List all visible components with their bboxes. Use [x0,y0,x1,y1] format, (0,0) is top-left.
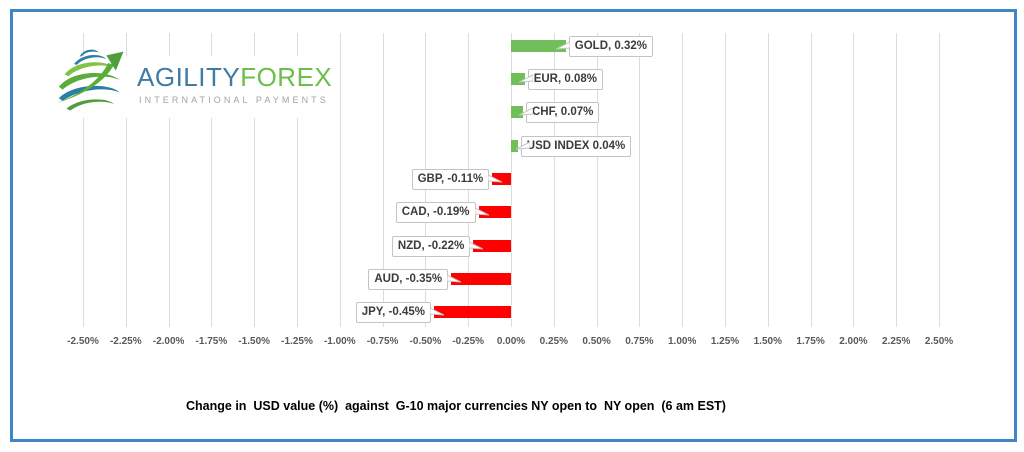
gridline [896,33,898,327]
callout-pointer-icon [519,74,533,83]
brand-tagline: INTERNATIONAL PAYMENTS [139,95,329,105]
x-axis-tick-label: -1.25% [281,336,313,347]
bar-gold [511,39,566,52]
data-label-cad: CAD, -0.19% [395,202,489,224]
x-axis-tick-label: 0.00% [496,336,526,347]
x-axis-tick-label: -2.50% [67,336,99,347]
callout-pointer-icon [515,140,530,150]
x-axis-tick-label: -0.25% [452,336,485,347]
x-axis-tick-label: -0.50% [409,336,442,347]
x-axis-tick-label: 1.25% [710,336,740,347]
x-axis-tick-label: -1.75% [195,336,228,347]
data-label-eur: EUR, 0.08% [519,68,603,90]
data-label-chf: CHF, 0.07% [519,102,600,124]
gridline [168,33,170,327]
gridline [767,33,769,327]
gridline [382,33,384,327]
x-axis-tick-label: -0.75% [366,336,399,347]
x-axis-tick-label: -1.50% [238,336,271,347]
x-axis-tick-label: 2.00% [839,336,868,347]
data-label-usd-index: USD INDEX 0.04% [515,135,632,157]
chart-title: Change in USD value (%) against G-10 maj… [186,399,726,413]
gridline [853,33,855,327]
x-axis-tick-label: -2.25% [109,336,142,347]
data-label-gold: GOLD, 0.32% [555,35,654,57]
x-axis-tick-label: 1.50% [753,336,782,347]
x-axis-tick-label: 0.25% [539,336,568,347]
bar-usd-index [511,139,518,152]
x-axis-tick-label: -2.00% [152,336,185,347]
callout-pointer-icon [519,107,534,116]
gridline [939,33,940,327]
x-axis-tick-label: 1.00% [668,336,697,347]
gridline [83,33,84,327]
globe-swoosh-arrow-icon [56,49,124,111]
data-label-aud: AUD, -0.35% [368,268,462,290]
gridline [297,33,298,327]
gridline [511,33,512,327]
callout-pointer-icon [474,207,489,216]
gridline [125,33,127,327]
gridline [810,33,812,327]
callout-pointer-icon [555,40,570,49]
data-label-nzd: NZD, -0.22% [391,235,484,257]
data-label-gbp: GBP, -0.11% [411,168,503,190]
bar-aud [451,273,511,285]
x-axis-tick-label: 0.50% [582,336,611,347]
brand-secondary-text: FOREX [240,62,333,92]
brand-wordmark: AGILITYFOREX [137,64,332,90]
gridline [639,33,641,327]
gridline [211,33,213,327]
x-axis-tick-label: 2.25% [882,336,911,347]
x-axis-tick-label: -1.00% [323,336,356,347]
gridline [596,33,598,327]
callout-pointer-icon [430,307,444,316]
callout-pointer-icon [469,241,484,250]
bar-jpy [434,306,511,319]
callout-pointer-icon [447,274,462,283]
data-label-jpy: JPY, -0.45% [355,302,444,324]
gridline [682,33,684,327]
x-axis-tick-label: 0.75% [625,336,654,347]
gridline [339,33,341,327]
gridline [553,33,555,327]
x-axis-tick-label: 1.75% [796,336,825,347]
x-axis-tick-label: 2.50% [924,336,954,347]
brand-primary-text: AGILITY [137,62,241,92]
callout-pointer-icon [488,174,503,183]
gridline [254,33,256,327]
gridline [725,33,726,327]
